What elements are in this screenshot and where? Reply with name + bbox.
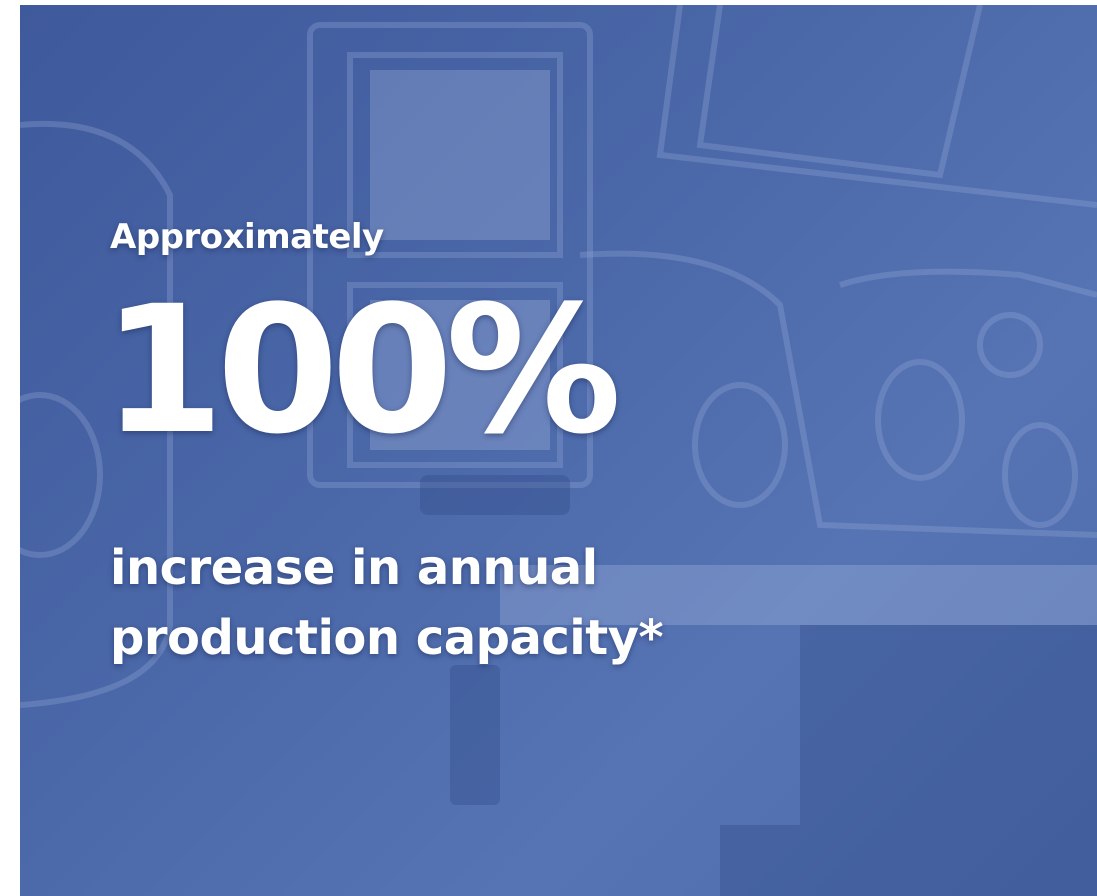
body-text: increase in annual production capacity*: [110, 533, 663, 673]
body-line: production capacity*: [110, 603, 663, 673]
page: {"eyebrow": "Approximately", "headline":…: [0, 0, 1097, 896]
headline: 100%: [102, 283, 614, 459]
eyebrow: Approximately: [110, 217, 384, 257]
hero-panel: Approximately 100% increase in annual pr…: [20, 5, 1097, 896]
body-line: increase in annual: [110, 533, 663, 603]
